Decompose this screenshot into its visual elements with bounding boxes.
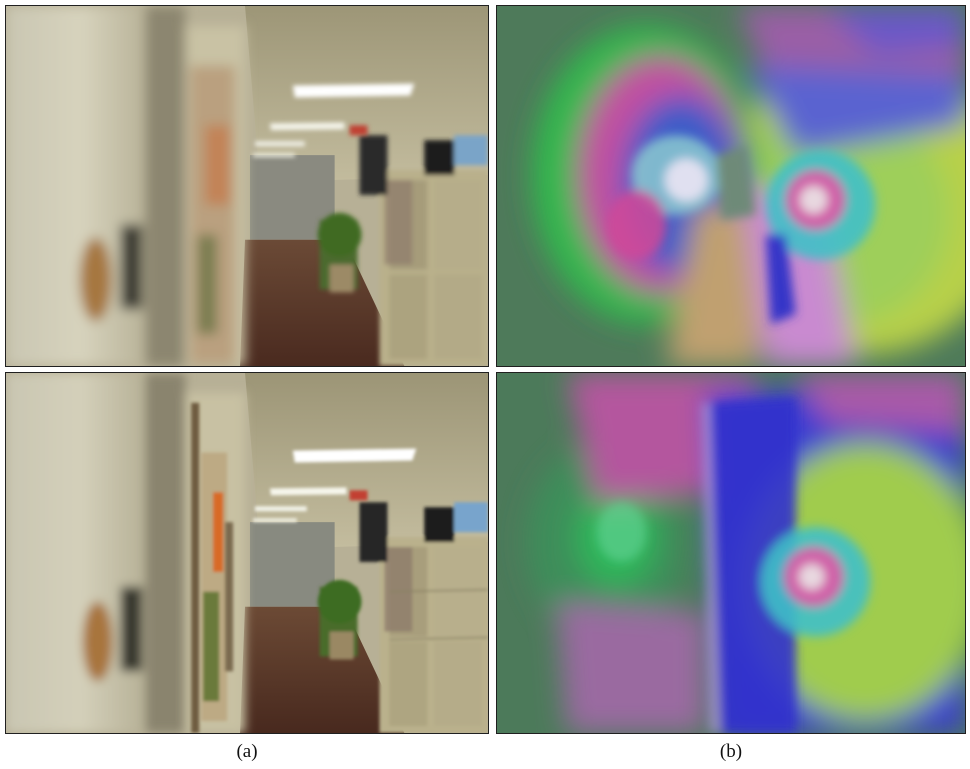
motion-field-map-top — [496, 5, 966, 367]
hallway-photo-blurred — [5, 5, 489, 367]
motion-field-map-bottom — [496, 372, 966, 734]
caption-b: (b) — [719, 741, 743, 762]
hallway-photo-deblurred — [5, 372, 489, 734]
caption-a: (a) — [236, 741, 258, 762]
